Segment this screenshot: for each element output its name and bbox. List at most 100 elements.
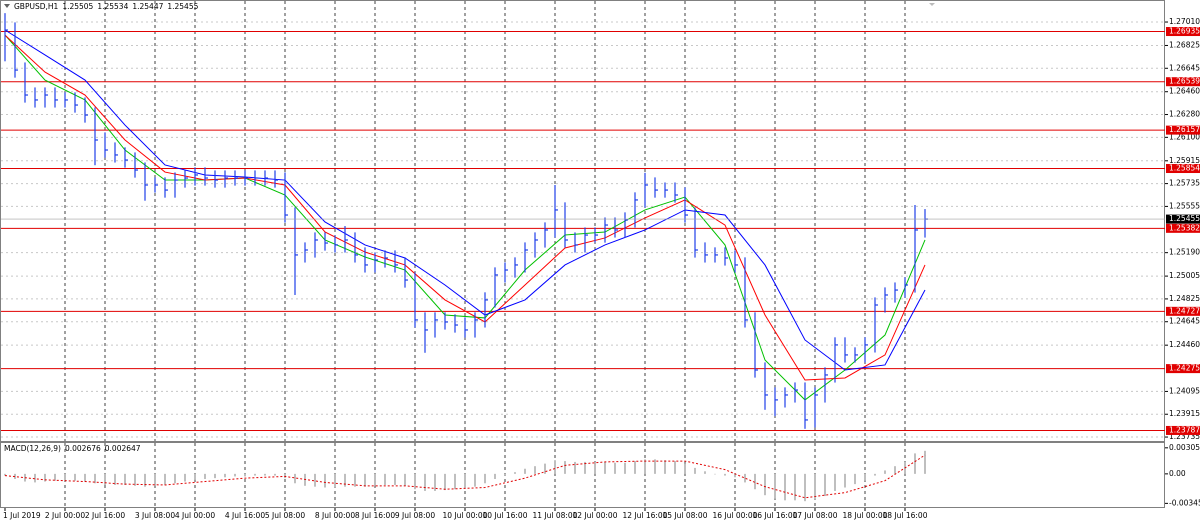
y-tick-label: 1.26460 bbox=[1169, 87, 1200, 96]
moving-average bbox=[4, 29, 926, 371]
macd-bar bbox=[524, 468, 526, 474]
macd-bar bbox=[724, 473, 726, 476]
macd-bar bbox=[484, 473, 486, 484]
macd-tick-label: 0.00 bbox=[1169, 469, 1186, 478]
level-label-box bbox=[1166, 306, 1200, 316]
macd-bar bbox=[734, 473, 736, 478]
macd-bar bbox=[854, 473, 856, 485]
x-tick-label: 11 Jul 08:00 bbox=[533, 511, 578, 520]
level-label: 1.26539 bbox=[1169, 77, 1200, 86]
macd-bar bbox=[104, 473, 106, 485]
macd-bar bbox=[564, 461, 566, 474]
macd-header: MACD(12,26,9) 0.002676 0.002647 bbox=[4, 444, 141, 453]
level-label-box bbox=[1166, 223, 1200, 233]
y-tick-label: 1.24095 bbox=[1169, 386, 1200, 395]
macd-bar bbox=[154, 473, 156, 486]
macd-bar bbox=[164, 473, 166, 485]
macd-bar bbox=[464, 473, 466, 489]
panel-icon bbox=[4, 4, 10, 8]
macd-bar bbox=[174, 473, 176, 484]
macd-bar bbox=[64, 473, 66, 481]
x-tick-label: 8 Jul 16:00 bbox=[355, 511, 395, 520]
macd-bar bbox=[574, 461, 576, 474]
level-label: 1.24275 bbox=[1169, 364, 1200, 373]
level-label: 1.25854 bbox=[1169, 164, 1200, 173]
macd-bar bbox=[184, 473, 186, 482]
x-tick-label: 12 Jul 16:00 bbox=[623, 511, 668, 520]
symbol-header: GBPUSD,H1 1.25505 1.25534 1.25447 1.2545… bbox=[14, 2, 198, 11]
macd-bar bbox=[244, 473, 246, 477]
level-label: 1.26157 bbox=[1169, 125, 1200, 134]
macd-tick-label: -0.003457 bbox=[1169, 498, 1200, 507]
macd-bar bbox=[94, 473, 96, 484]
macd-bar bbox=[744, 473, 746, 483]
macd-bar bbox=[804, 473, 806, 502]
y-tick-label: 1.24645 bbox=[1169, 317, 1200, 326]
y-tick-label: 1.26825 bbox=[1169, 40, 1200, 49]
macd-signal bbox=[4, 454, 926, 499]
macd-title: MACD(12,26,9) bbox=[4, 444, 61, 453]
x-tick-label: 16 Jul 16:00 bbox=[753, 511, 798, 520]
ohlc-value: 1.25505 bbox=[62, 2, 94, 11]
macd-bar bbox=[354, 473, 356, 487]
macd-bar bbox=[584, 461, 586, 474]
macd-bar bbox=[414, 473, 416, 490]
moving-average bbox=[4, 34, 926, 401]
macd-panel-frame bbox=[0, 442, 1165, 508]
macd-bar bbox=[114, 473, 116, 485]
macd-bar bbox=[754, 473, 756, 490]
macd-bar bbox=[134, 473, 136, 486]
macd-bar bbox=[204, 473, 206, 479]
macd-bar bbox=[54, 473, 56, 481]
macd-main: 0.002676 bbox=[64, 444, 101, 453]
macd-bar bbox=[374, 473, 376, 486]
macd-bar bbox=[474, 473, 476, 487]
macd-bar bbox=[834, 473, 836, 491]
macd-bar bbox=[624, 462, 626, 474]
current-price-box bbox=[1166, 214, 1200, 224]
y-tick-label: 1.25190 bbox=[1169, 248, 1200, 257]
macd-bar bbox=[364, 473, 366, 487]
macd-bar bbox=[434, 473, 436, 491]
x-tick-label: 12 Jul 00:00 bbox=[573, 511, 618, 520]
x-tick-label: 1 Jul 2019 bbox=[3, 511, 41, 520]
macd-bar bbox=[444, 473, 446, 491]
level-label: 1.24727 bbox=[1169, 306, 1200, 315]
macd-bar bbox=[674, 461, 676, 474]
y-tick-label: 1.26100 bbox=[1169, 132, 1200, 141]
macd-bar bbox=[144, 473, 146, 487]
y-tick-label: 1.27010 bbox=[1169, 17, 1200, 26]
macd-bar bbox=[214, 473, 216, 479]
macd-bar bbox=[454, 473, 456, 490]
macd-bar bbox=[294, 473, 296, 484]
y-tick-label: 1.25735 bbox=[1169, 179, 1200, 188]
x-tick-label: 10 Jul 16:00 bbox=[483, 511, 528, 520]
y-tick-label: 1.25915 bbox=[1169, 156, 1200, 165]
macd-bar bbox=[884, 470, 886, 474]
macd-bar bbox=[924, 450, 926, 474]
macd-bar bbox=[14, 473, 16, 479]
macd-bar bbox=[334, 473, 336, 488]
x-tick-label: 18 Jul 00:00 bbox=[843, 511, 888, 520]
macd-bar bbox=[864, 473, 866, 481]
macd-bar bbox=[314, 473, 316, 487]
macd-bar bbox=[514, 472, 516, 474]
macd-bar bbox=[594, 461, 596, 474]
y-tick-label: 1.23735 bbox=[1169, 432, 1200, 441]
price-panel-frame bbox=[0, 0, 1165, 442]
level-label: 1.25382 bbox=[1169, 223, 1200, 232]
y-tick-label: 1.25555 bbox=[1169, 201, 1200, 210]
macd-bar bbox=[324, 473, 326, 488]
macd-bar bbox=[4, 473, 6, 476]
x-tick-label: 8 Jul 00:00 bbox=[315, 511, 355, 520]
level-label: 1.23787 bbox=[1169, 425, 1200, 434]
level-label-box bbox=[1166, 27, 1200, 37]
x-tick-label: 16 Jul 00:00 bbox=[713, 511, 758, 520]
macd-bar bbox=[554, 460, 556, 474]
level-label-box bbox=[1166, 125, 1200, 135]
x-tick-label: 15 Jul 08:00 bbox=[663, 511, 708, 520]
macd-bar bbox=[664, 460, 666, 474]
macd-bar bbox=[714, 473, 716, 475]
